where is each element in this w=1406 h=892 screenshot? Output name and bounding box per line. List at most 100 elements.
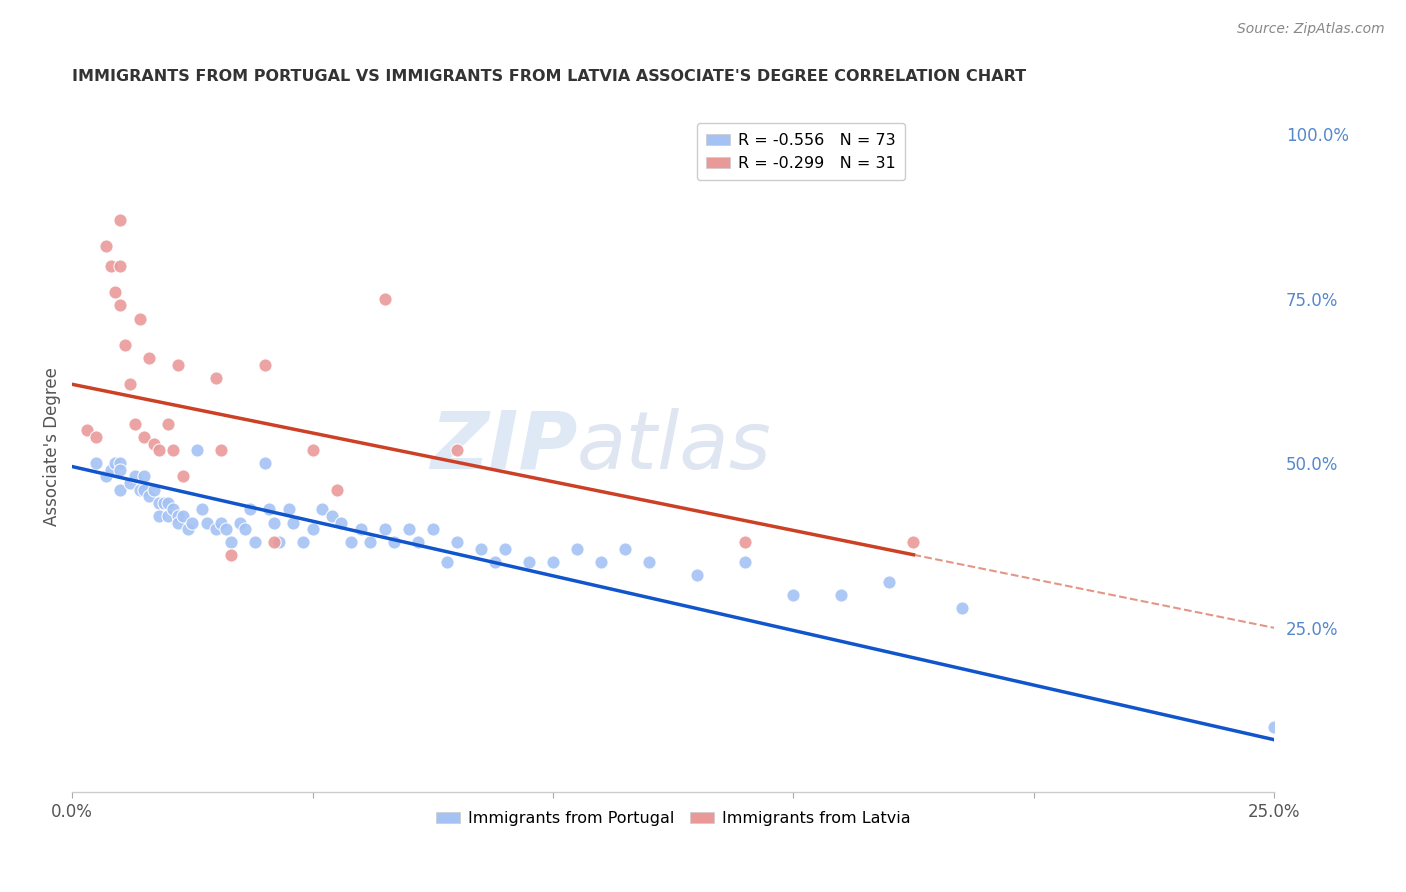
Point: [734, 535, 756, 549]
Point: [128, 483, 150, 497]
Point: [124, 417, 146, 431]
Point: [325, 483, 347, 497]
Point: [167, 508, 190, 523]
Point: [172, 508, 194, 523]
Point: [233, 522, 256, 536]
Point: [350, 522, 373, 536]
Point: [118, 377, 141, 392]
Point: [167, 358, 190, 372]
Point: [219, 549, 242, 563]
Point: [142, 436, 165, 450]
Point: [950, 601, 973, 615]
Point: [446, 535, 468, 549]
Point: [162, 502, 184, 516]
Text: Source: ZipAtlas.com: Source: ZipAtlas.com: [1237, 22, 1385, 37]
Point: [138, 351, 160, 365]
Point: [614, 541, 637, 556]
Point: [195, 516, 218, 530]
Point: [638, 555, 661, 569]
Point: [186, 443, 208, 458]
Point: [686, 568, 709, 582]
Point: [172, 469, 194, 483]
Point: [205, 370, 228, 384]
Point: [209, 443, 232, 458]
Point: [782, 588, 804, 602]
Point: [359, 535, 381, 549]
Point: [879, 574, 901, 589]
Point: [484, 555, 506, 569]
Point: [253, 456, 276, 470]
Y-axis label: Associate's Degree: Associate's Degree: [44, 368, 60, 526]
Point: [311, 502, 333, 516]
Point: [167, 516, 190, 530]
Point: [100, 259, 122, 273]
Point: [517, 555, 540, 569]
Point: [219, 535, 242, 549]
Point: [436, 555, 458, 569]
Point: [138, 489, 160, 503]
Point: [76, 423, 98, 437]
Point: [148, 443, 170, 458]
Point: [734, 555, 756, 569]
Point: [301, 522, 323, 536]
Point: [84, 430, 107, 444]
Point: [291, 535, 314, 549]
Text: atlas: atlas: [576, 408, 772, 486]
Point: [243, 535, 266, 549]
Point: [124, 469, 146, 483]
Point: [104, 456, 127, 470]
Point: [110, 456, 132, 470]
Point: [830, 588, 852, 602]
Point: [142, 483, 165, 497]
Point: [110, 298, 132, 312]
Point: [283, 516, 305, 530]
Point: [205, 522, 228, 536]
Point: [181, 516, 204, 530]
Point: [162, 443, 184, 458]
Point: [374, 522, 396, 536]
Point: [494, 541, 516, 556]
Point: [589, 555, 612, 569]
Point: [104, 285, 127, 300]
Point: [267, 535, 290, 549]
Point: [903, 535, 925, 549]
Point: [1263, 719, 1285, 733]
Point: [94, 469, 117, 483]
Point: [398, 522, 420, 536]
Point: [253, 358, 276, 372]
Point: [263, 516, 285, 530]
Point: [157, 508, 180, 523]
Point: [110, 212, 132, 227]
Legend: Immigrants from Portugal, Immigrants from Latvia: Immigrants from Portugal, Immigrants fro…: [429, 805, 917, 833]
Point: [259, 502, 281, 516]
Point: [446, 443, 468, 458]
Point: [148, 508, 170, 523]
Point: [100, 463, 122, 477]
Point: [110, 483, 132, 497]
Point: [422, 522, 444, 536]
Point: [565, 541, 588, 556]
Point: [176, 522, 198, 536]
Point: [148, 496, 170, 510]
Point: [110, 259, 132, 273]
Point: [239, 502, 262, 516]
Point: [128, 311, 150, 326]
Point: [134, 469, 156, 483]
Text: IMMIGRANTS FROM PORTUGAL VS IMMIGRANTS FROM LATVIA ASSOCIATE'S DEGREE CORRELATIO: IMMIGRANTS FROM PORTUGAL VS IMMIGRANTS F…: [72, 69, 1026, 84]
Point: [470, 541, 492, 556]
Point: [340, 535, 363, 549]
Point: [134, 430, 156, 444]
Point: [215, 522, 238, 536]
Point: [229, 516, 252, 530]
Point: [114, 338, 136, 352]
Point: [110, 463, 132, 477]
Point: [374, 292, 396, 306]
Point: [94, 239, 117, 253]
Text: ZIP: ZIP: [430, 408, 576, 486]
Point: [191, 502, 214, 516]
Point: [134, 483, 156, 497]
Point: [321, 508, 343, 523]
Point: [301, 443, 323, 458]
Point: [330, 516, 353, 530]
Point: [408, 535, 430, 549]
